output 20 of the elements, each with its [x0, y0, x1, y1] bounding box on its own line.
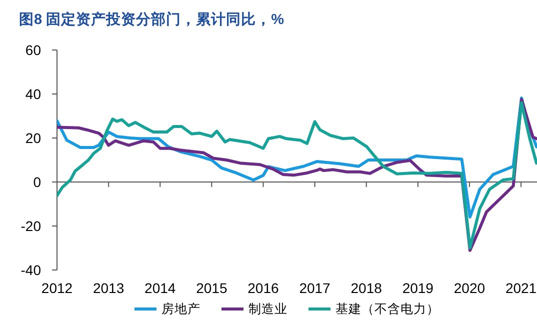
x-tick-label: 2017: [299, 280, 331, 296]
y-tick-label: 40: [25, 86, 42, 102]
legend-label: 房地产: [162, 301, 200, 316]
y-tick-label: -40: [20, 262, 42, 278]
chart-title: 图8 固定资产投资分部门，累计同比，%: [19, 10, 284, 28]
x-tick-label: 2019: [402, 280, 434, 296]
legend-label: 制造业: [248, 302, 288, 316]
y-tick-label: 60: [25, 42, 42, 58]
x-tick-label: 2021: [505, 280, 537, 296]
y-tick-label: -20: [20, 218, 42, 234]
x-tick-label: 2016: [248, 280, 280, 296]
x-tick-label: 2018: [350, 280, 382, 296]
x-tick-label: 2013: [92, 280, 124, 296]
y-tick-label: 20: [25, 130, 42, 146]
x-tick-label: 2015: [196, 280, 228, 296]
legend-label: 基建（不含电力）: [336, 302, 440, 316]
x-tick-label: 2012: [41, 280, 73, 296]
x-tick-label: 2014: [144, 280, 176, 296]
y-tick-label: 0: [33, 174, 42, 190]
x-tick-label: 2020: [454, 280, 486, 296]
